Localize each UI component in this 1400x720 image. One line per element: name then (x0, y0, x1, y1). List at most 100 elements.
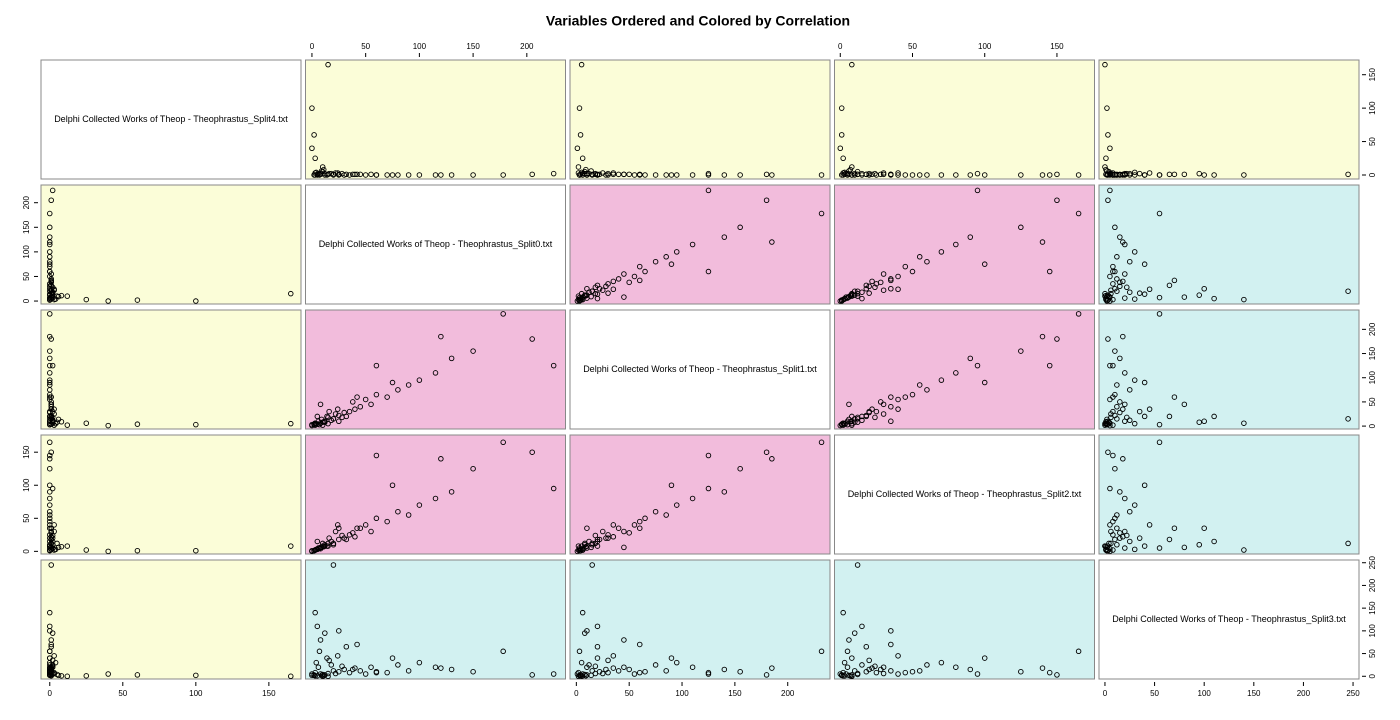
point (309, 421, 315, 428)
point (326, 657, 332, 664)
point (47, 239, 53, 245)
point (1201, 525, 1207, 531)
point (1108, 411, 1114, 417)
point (330, 540, 337, 547)
point (312, 420, 318, 426)
point (763, 449, 770, 455)
point (64, 422, 71, 428)
point (1117, 234, 1123, 240)
point (1108, 287, 1114, 293)
point (1136, 170, 1143, 177)
point (336, 525, 342, 531)
point (631, 172, 638, 178)
point (326, 408, 332, 415)
y-tick-label: 150 (22, 445, 31, 459)
point (652, 258, 659, 265)
point (438, 456, 444, 462)
point (373, 669, 380, 676)
point (314, 538, 321, 545)
point (1146, 406, 1153, 412)
point (1196, 170, 1202, 177)
point (637, 263, 643, 270)
point (47, 623, 53, 630)
point (318, 672, 325, 679)
point (663, 668, 669, 674)
point (631, 273, 638, 280)
point (576, 672, 583, 679)
point (354, 394, 360, 400)
point (325, 670, 331, 677)
point (313, 169, 319, 176)
point (721, 172, 728, 178)
point (529, 449, 535, 455)
point (1114, 512, 1120, 518)
point (841, 659, 848, 666)
point (314, 172, 321, 178)
point (1120, 456, 1126, 462)
point (1112, 536, 1118, 543)
point (1345, 540, 1351, 547)
y-tick-label: 50 (1368, 397, 1377, 406)
point (769, 665, 775, 671)
point (47, 489, 53, 495)
point (1117, 535, 1123, 541)
x-tick-label: 250 (1346, 689, 1360, 698)
point (588, 168, 594, 174)
panel (1098, 434, 1360, 555)
point (1136, 290, 1143, 296)
point (1127, 289, 1133, 295)
point (134, 547, 141, 554)
point (673, 659, 680, 666)
x-tick-label: 150 (1247, 689, 1261, 698)
point (47, 648, 53, 655)
point (317, 401, 324, 408)
point (448, 172, 455, 178)
point (1122, 271, 1128, 277)
point (594, 282, 601, 289)
point (1241, 420, 1247, 426)
point (47, 311, 53, 317)
point (974, 362, 981, 369)
point (1122, 370, 1128, 376)
point (663, 254, 669, 260)
point (1345, 416, 1351, 422)
point (769, 239, 775, 245)
point (1181, 401, 1188, 408)
point (854, 671, 861, 678)
point (849, 293, 855, 299)
point (577, 132, 584, 138)
y-tick-label: 150 (22, 220, 31, 234)
point (866, 283, 872, 290)
point (859, 413, 865, 420)
point (47, 669, 53, 676)
point (584, 525, 590, 531)
point (1171, 394, 1178, 400)
point (1141, 291, 1148, 297)
point (346, 408, 353, 415)
point (395, 387, 401, 393)
y-tick-label: 100 (1368, 624, 1377, 638)
point (1054, 197, 1060, 203)
point (849, 164, 855, 170)
point (325, 543, 331, 549)
point (52, 420, 59, 427)
point (47, 482, 53, 488)
point (849, 673, 855, 680)
point (324, 413, 330, 420)
point (895, 172, 901, 178)
point (354, 641, 360, 648)
point (621, 171, 627, 178)
point (325, 420, 331, 427)
point (1211, 172, 1217, 178)
point (859, 172, 865, 178)
x-tick-label: 100 (189, 689, 203, 698)
point (615, 171, 622, 178)
point (47, 224, 53, 231)
point (584, 286, 590, 292)
point (924, 258, 930, 265)
point (1141, 379, 1148, 386)
point (312, 155, 318, 162)
point (846, 401, 852, 408)
point (193, 672, 199, 679)
